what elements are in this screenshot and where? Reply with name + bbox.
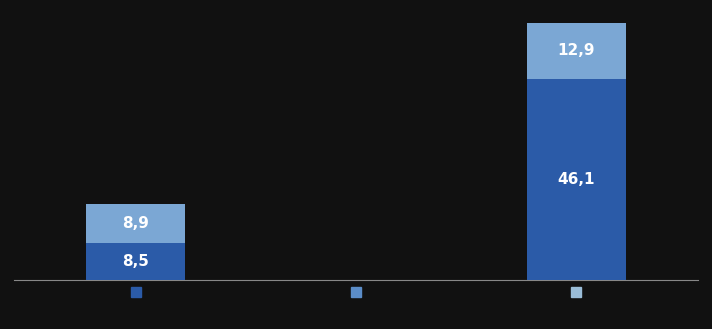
Text: 12,9: 12,9: [557, 43, 595, 59]
Text: 8,5: 8,5: [122, 254, 149, 269]
Text: 8,9: 8,9: [122, 216, 149, 231]
Bar: [527, 79, 626, 280]
Bar: [86, 243, 185, 280]
Bar: [86, 204, 185, 243]
Bar: [527, 23, 626, 79]
Text: 46,1: 46,1: [557, 172, 595, 187]
